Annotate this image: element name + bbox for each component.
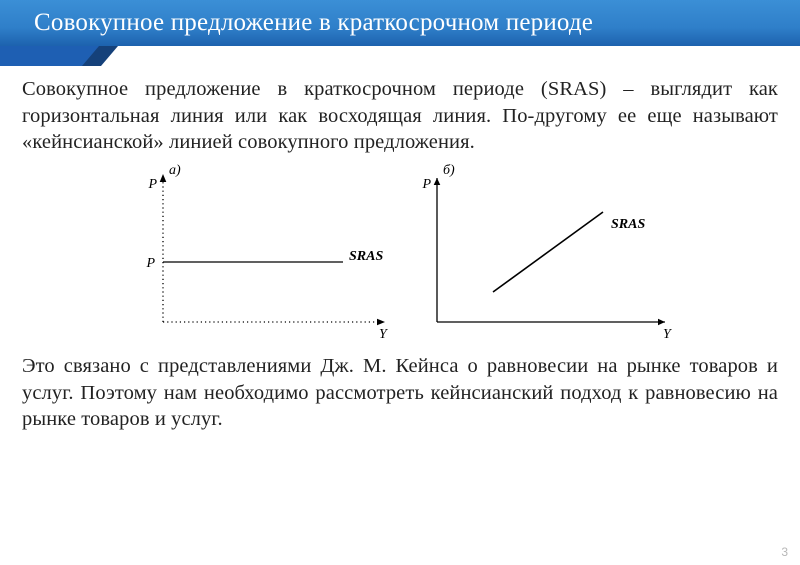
paragraph-2: Это связано с представлениями Дж. М. Кей… <box>0 351 800 433</box>
chart-a: P Y P SRAS a) <box>123 162 393 347</box>
svg-text:б): б) <box>443 163 455 178</box>
svg-text:a): a) <box>169 163 181 178</box>
page-number: 3 <box>781 545 788 559</box>
svg-text:Y: Y <box>379 327 389 342</box>
charts-row: P Y P SRAS a) P Y SRAS б) <box>0 162 800 347</box>
svg-text:P: P <box>145 256 155 271</box>
svg-text:SRAS: SRAS <box>611 217 645 232</box>
chart-b: P Y SRAS б) <box>407 162 677 347</box>
title-accent-shape <box>0 46 118 66</box>
slide-title-bar: Совокупное предложение в краткосрочном п… <box>0 0 800 46</box>
svg-text:Y: Y <box>663 327 673 342</box>
svg-text:SRAS: SRAS <box>349 249 383 264</box>
svg-text:P: P <box>147 177 157 192</box>
paragraph-1: Совокупное предложение в краткосрочном п… <box>0 46 800 156</box>
svg-text:P: P <box>421 177 431 192</box>
slide-title: Совокупное предложение в краткосрочном п… <box>34 9 593 37</box>
